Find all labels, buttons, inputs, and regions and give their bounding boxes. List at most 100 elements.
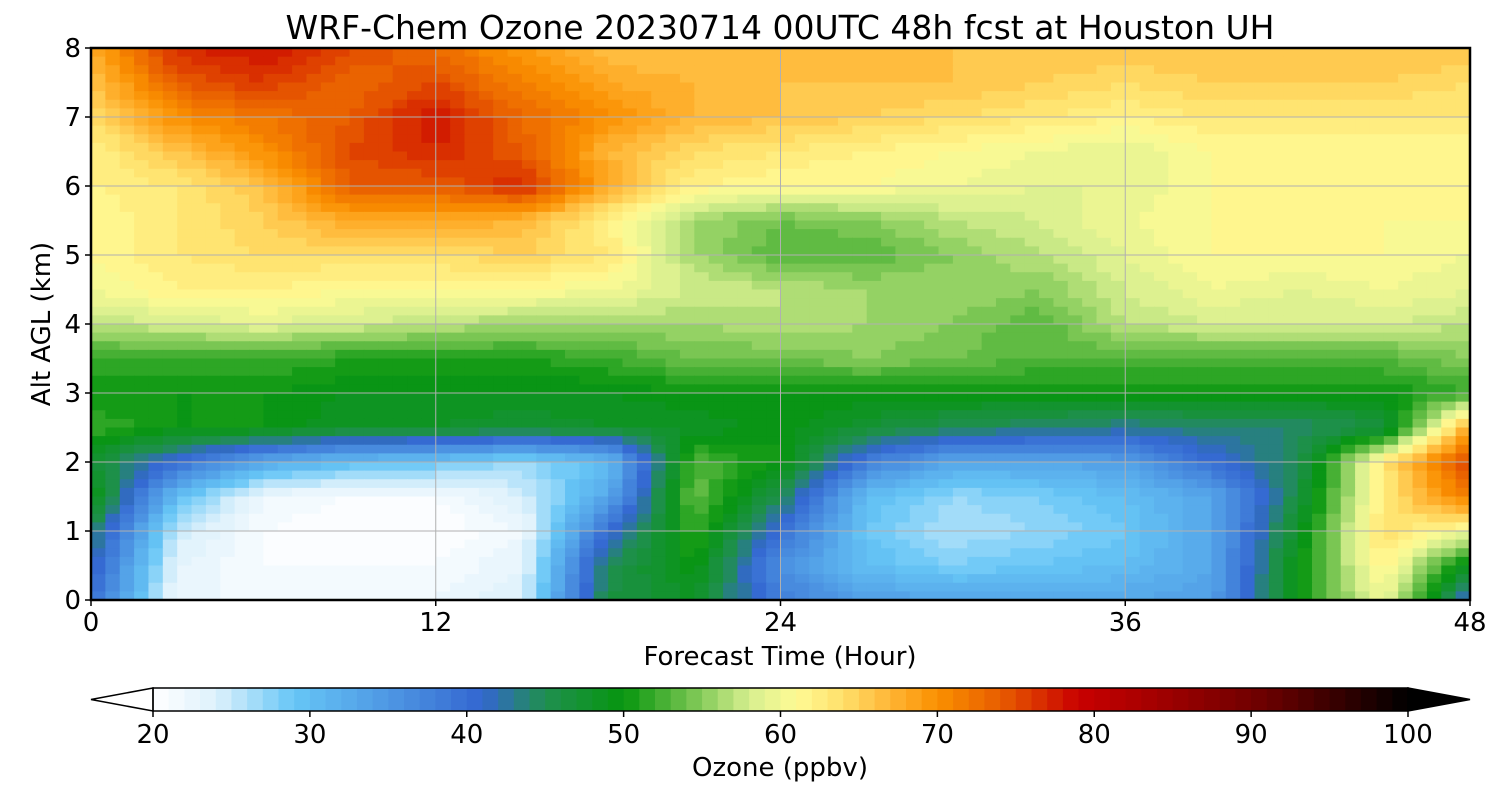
heat-cell (679, 160, 695, 170)
heat-cell (608, 487, 624, 498)
heat-cell (1067, 410, 1083, 420)
heat-cell (1125, 341, 1141, 351)
heat-cell (277, 82, 293, 92)
heat-cell (363, 453, 379, 463)
heat-cell (881, 237, 897, 247)
heat-cell (866, 237, 882, 247)
heat-cell (1082, 410, 1098, 420)
heat-cell (464, 306, 480, 316)
heat-cell (694, 108, 710, 118)
heat-cell (1067, 99, 1083, 109)
heat-cell (1182, 332, 1198, 342)
heat-cell (766, 487, 782, 498)
heat-cell (1024, 48, 1040, 58)
heat-cell (1039, 65, 1055, 75)
heat-cell (134, 255, 150, 265)
heat-cell (507, 315, 523, 325)
heat-cell (679, 280, 695, 291)
heat-cell (177, 298, 193, 308)
heat-cell (837, 315, 853, 325)
heat-cell (263, 220, 279, 230)
heat-cell (378, 470, 394, 480)
heat-cell (766, 358, 782, 368)
heat-cell (378, 306, 394, 316)
heat-cell (363, 436, 379, 446)
heat-cell (1168, 246, 1184, 256)
heat-cell (608, 341, 624, 351)
heat-cell (478, 462, 494, 472)
heat-cell (1383, 168, 1399, 178)
heat-cell (335, 470, 351, 480)
heat-cell (837, 91, 853, 101)
heat-cell (636, 108, 652, 118)
heat-cell (881, 298, 897, 308)
heat-cell (1426, 73, 1442, 84)
heat-cell (1297, 125, 1313, 135)
heat-cell (1441, 263, 1457, 273)
heat-cell (1053, 125, 1069, 135)
heat-cell (1383, 487, 1399, 498)
heat-cell (1197, 298, 1213, 308)
heat-cell (1426, 487, 1442, 498)
heat-cell (938, 211, 954, 222)
heat-cell (205, 134, 221, 144)
heat-cell (1010, 324, 1026, 334)
heat-cell (809, 56, 825, 66)
heat-cell (1326, 237, 1342, 247)
heat-cell (1268, 108, 1284, 118)
heat-cell (1383, 298, 1399, 308)
heat-cell (407, 48, 422, 58)
heat-cell (1153, 315, 1169, 325)
heat-cell (766, 324, 782, 334)
heat-cell (1426, 393, 1442, 403)
heat-cell (995, 453, 1011, 463)
heat-cell (493, 203, 509, 213)
heat-cell (177, 306, 193, 316)
heat-cell (981, 349, 997, 360)
heat-cell (521, 168, 537, 178)
heat-cell (536, 393, 552, 403)
heat-cell (407, 453, 422, 463)
heat-cell (1225, 142, 1241, 153)
heat-cell (1039, 151, 1055, 161)
heat-cell (679, 177, 695, 187)
heat-cell (565, 160, 580, 170)
heat-cell (1168, 48, 1184, 58)
heat-cell (421, 306, 437, 316)
heat-cell (952, 48, 968, 58)
heat-cell (1168, 134, 1184, 144)
heat-cell (478, 255, 494, 265)
heat-cell (909, 280, 925, 291)
heat-cell (766, 427, 782, 437)
heat-cell (1268, 48, 1284, 58)
heat-cell (1082, 315, 1098, 325)
heat-cell (1082, 444, 1098, 454)
heat-cell (421, 487, 437, 498)
heat-cell (148, 142, 164, 153)
heat-cell (1010, 91, 1026, 101)
heat-cell (119, 462, 135, 472)
heat-cell (708, 108, 724, 118)
heat-cell (967, 280, 983, 291)
heat-cell (1168, 358, 1184, 368)
heat-cell (1153, 73, 1169, 84)
heat-cell (823, 142, 839, 153)
heat-cell (866, 410, 882, 420)
heat-cell (450, 82, 466, 92)
heat-cell (622, 99, 638, 109)
heat-cell (378, 384, 394, 394)
heat-cell (651, 393, 667, 403)
heat-cell (1067, 177, 1083, 187)
heat-cell (277, 117, 293, 127)
heat-cell (766, 298, 782, 308)
heat-cell (1110, 151, 1126, 161)
heat-cell (1412, 211, 1428, 222)
heat-cell (205, 56, 221, 66)
heat-cell (1039, 349, 1055, 360)
heat-cell (1082, 203, 1098, 213)
heat-cell (794, 151, 810, 161)
heat-cell (1398, 367, 1414, 377)
heat-cell (565, 462, 580, 472)
heat-cell (1254, 56, 1270, 66)
heat-cell (407, 237, 422, 247)
